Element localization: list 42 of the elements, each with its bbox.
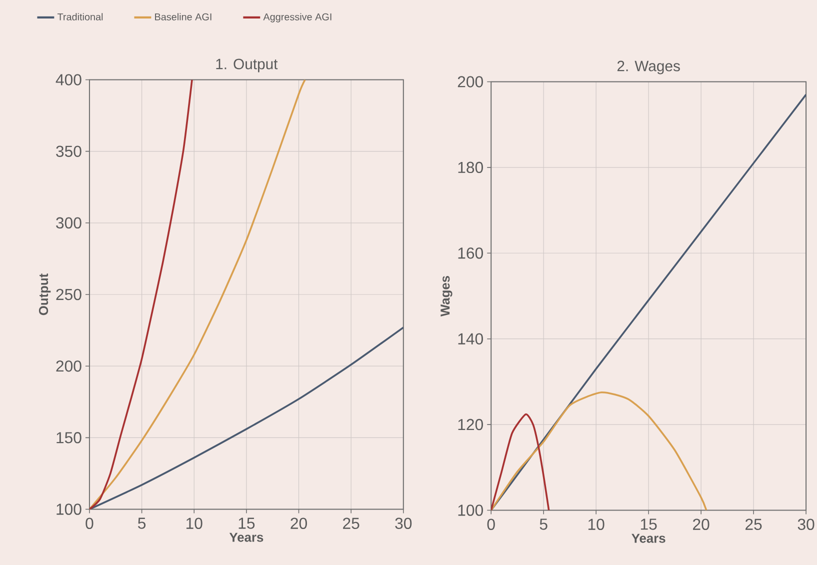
y-tick-label: 250 bbox=[56, 288, 82, 300]
y-axis-title: Wages bbox=[440, 276, 452, 317]
y-tick-label: 350 bbox=[56, 146, 82, 157]
line-series bbox=[89, 80, 193, 510]
x-tick-label: 20 bbox=[693, 518, 710, 530]
x-axis-title: Years bbox=[229, 532, 264, 542]
y-tick-label: 120 bbox=[458, 418, 483, 430]
y-axis-title: Output bbox=[38, 273, 51, 316]
x-tick-label: 10 bbox=[186, 518, 202, 529]
y-tick-label: 200 bbox=[56, 360, 82, 372]
x-tick-label: 30 bbox=[395, 518, 412, 529]
line-series bbox=[491, 413, 550, 510]
x-tick-label: 15 bbox=[640, 518, 657, 530]
x-tick-label: 20 bbox=[290, 518, 307, 529]
legend-label: Baseline AGI bbox=[155, 13, 212, 20]
line-series bbox=[491, 94, 806, 510]
y-tick-label: 150 bbox=[56, 432, 82, 444]
x-tick-label: 25 bbox=[343, 518, 360, 529]
x-tick-label: 5 bbox=[540, 518, 548, 530]
x-tick-label: 0 bbox=[86, 518, 94, 529]
x-tick-label: 0 bbox=[487, 518, 495, 530]
x-axis-title: Years bbox=[632, 534, 666, 543]
y-tick-label: 160 bbox=[458, 247, 483, 259]
x-tick-label: 15 bbox=[238, 518, 255, 529]
y-tick-label: 140 bbox=[458, 333, 483, 344]
x-tick-label: 10 bbox=[588, 518, 604, 530]
line-series bbox=[491, 391, 708, 510]
y-tick-label: 180 bbox=[458, 162, 483, 174]
y-tick-label: 300 bbox=[56, 217, 82, 228]
y-tick-label: 100 bbox=[458, 504, 483, 516]
legend-label: Traditional bbox=[57, 13, 103, 20]
x-tick-label: 25 bbox=[746, 518, 762, 530]
y-tick-label: 400 bbox=[56, 74, 82, 86]
y-tick-label: 100 bbox=[56, 504, 82, 515]
chart-title: 2. Wages bbox=[617, 60, 680, 74]
chart-title: 1. Output bbox=[216, 58, 278, 72]
legend-label: Aggressive AGI bbox=[263, 13, 332, 22]
x-tick-label: 5 bbox=[138, 518, 146, 529]
x-tick-label: 30 bbox=[798, 518, 814, 530]
y-tick-label: 200 bbox=[458, 76, 483, 88]
line-series bbox=[89, 326, 404, 510]
line-series bbox=[89, 80, 306, 510]
